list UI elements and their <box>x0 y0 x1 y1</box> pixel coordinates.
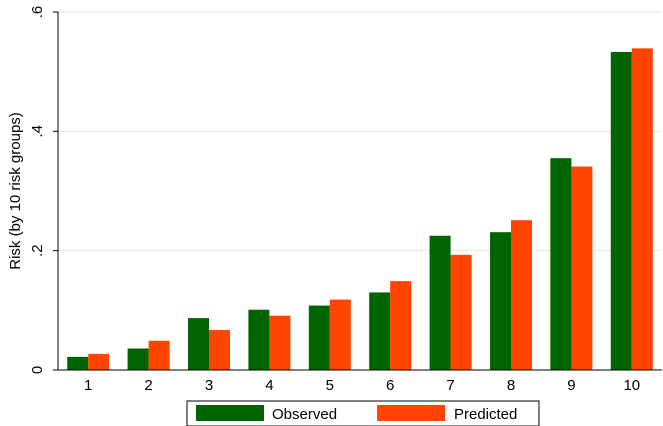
x-tick-label: 5 <box>326 377 334 394</box>
bar-predicted-9 <box>571 166 593 370</box>
y-ticks: 0 .2 .4 .6 <box>29 6 58 374</box>
legend: Observed Predicted <box>186 400 540 426</box>
y-tick-label: .4 <box>29 125 46 138</box>
bar-predicted-7 <box>450 254 472 370</box>
bar-predicted-6 <box>390 281 412 370</box>
bar-observed-9 <box>550 158 572 370</box>
y-tick-label: .2 <box>29 244 46 257</box>
x-tick-label: 8 <box>507 377 515 394</box>
x-tick-label: 6 <box>386 377 394 394</box>
y-tick-label: 0 <box>29 366 46 374</box>
bar-predicted-5 <box>329 299 351 370</box>
x-tick-label: 3 <box>205 377 213 394</box>
bar-predicted-2 <box>148 340 170 370</box>
y-tick-label: .6 <box>29 6 46 19</box>
bar-observed-3 <box>188 318 209 370</box>
bar-observed-4 <box>248 309 270 370</box>
bar-predicted-3 <box>209 330 230 370</box>
x-tick-label: 4 <box>265 377 273 394</box>
x-tick-label: 10 <box>623 377 640 394</box>
bar-predicted-1 <box>88 353 110 370</box>
bar-predicted-4 <box>269 315 291 370</box>
bar-predicted-10 <box>631 48 653 370</box>
legend-swatch-observed <box>196 405 264 421</box>
bar-observed-5 <box>308 305 330 370</box>
bar-observed-1 <box>67 356 89 370</box>
y-axis-title: Risk (by 10 risk groups) <box>7 112 24 270</box>
bar-observed-6 <box>369 292 391 370</box>
x-tick-label: 2 <box>144 377 152 394</box>
legend-label-observed: Observed <box>272 406 337 423</box>
x-tick-label: 9 <box>567 377 575 394</box>
bar-predicted-8 <box>511 220 532 370</box>
legend-label-predicted: Predicted <box>454 406 517 423</box>
legend-swatch-predicted <box>377 405 445 421</box>
bar-observed-7 <box>429 235 451 370</box>
bar-observed-8 <box>490 232 511 370</box>
x-ticks: 1 2 3 4 5 6 7 8 9 10 <box>84 377 640 394</box>
x-tick-label: 7 <box>446 377 454 394</box>
bar-observed-10 <box>610 51 632 371</box>
bars <box>67 48 653 371</box>
bar-observed-2 <box>127 348 149 370</box>
x-tick-label: 1 <box>84 377 92 394</box>
axes <box>57 12 662 371</box>
